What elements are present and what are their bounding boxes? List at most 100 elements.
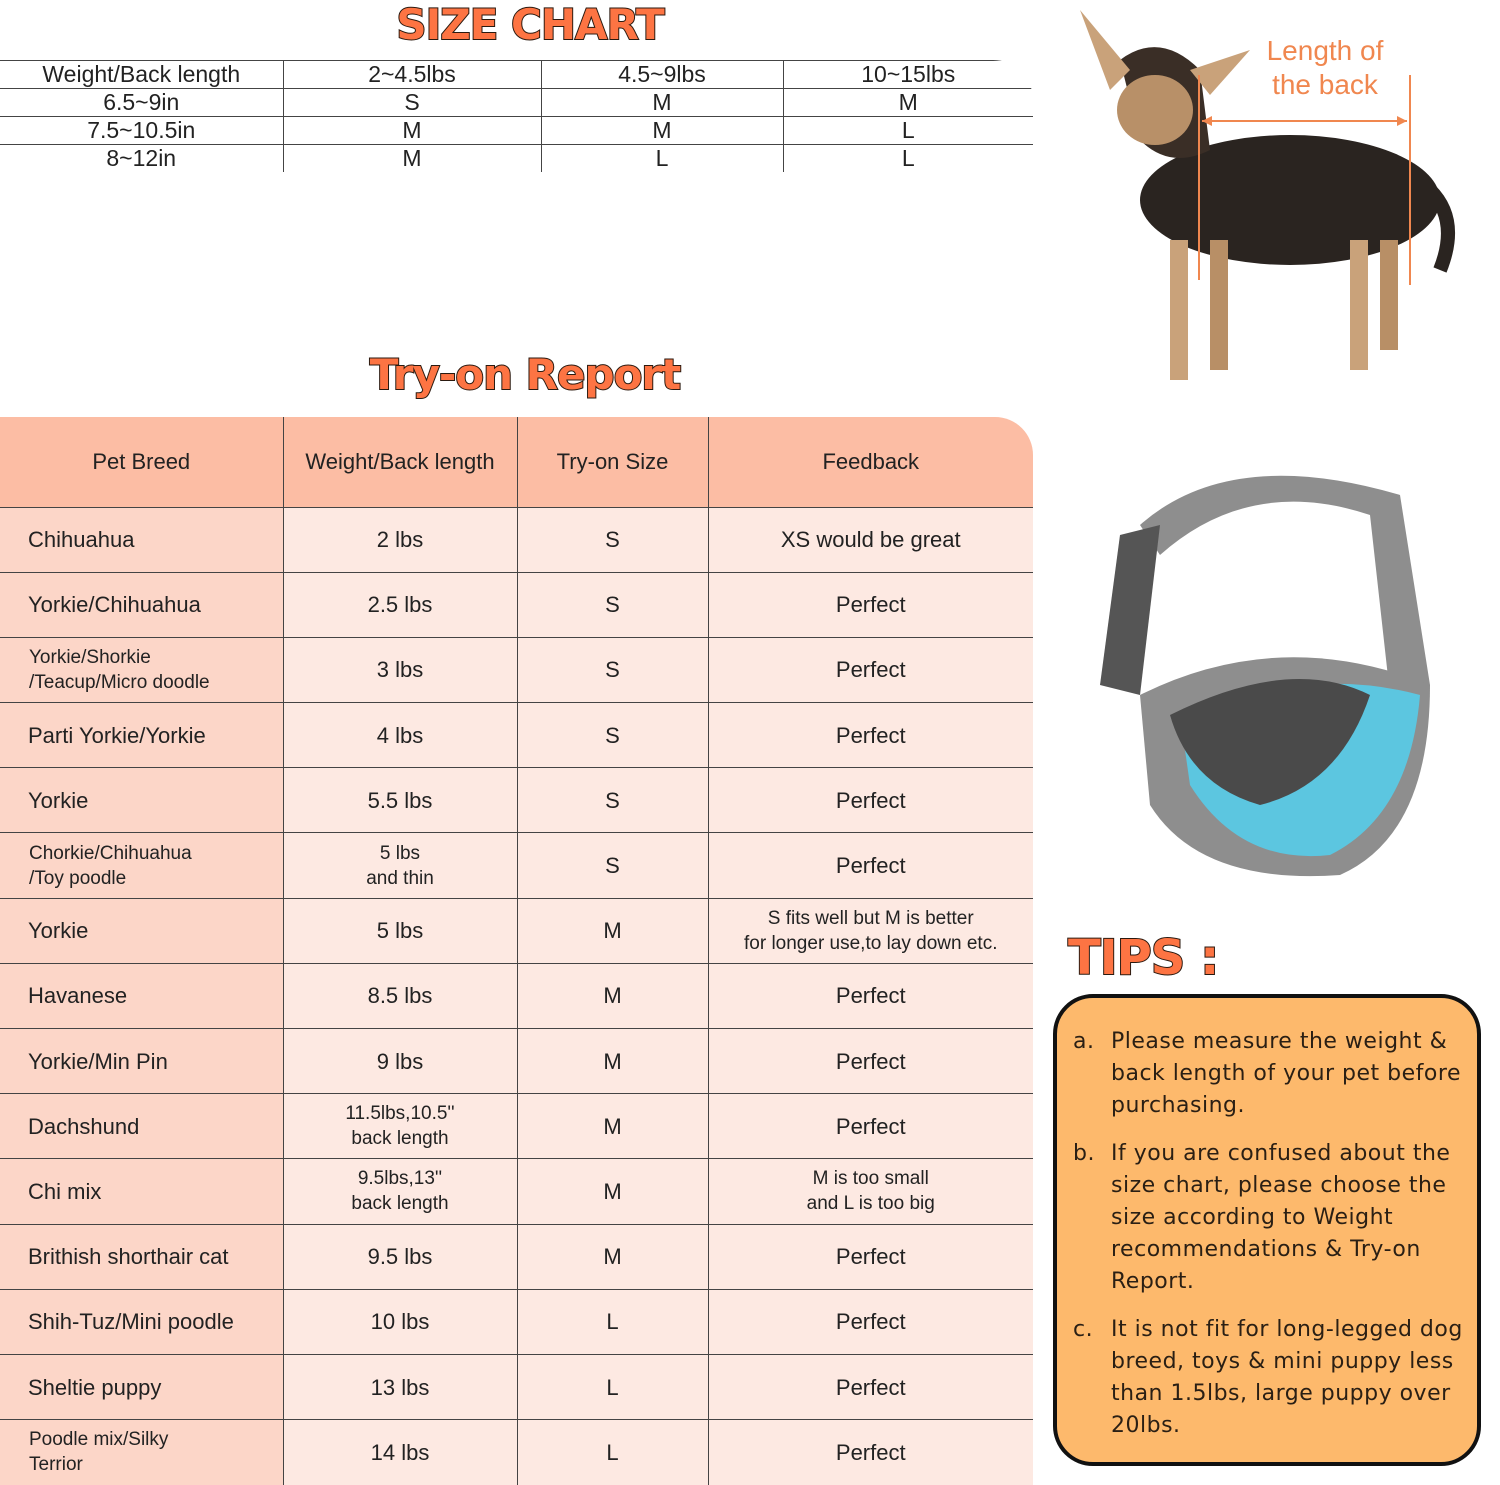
tryon-cell: M xyxy=(516,1223,708,1290)
tryon-report-table: Pet Breed Weight/Back length Try-on Size Fe… xyxy=(0,417,1033,1485)
tip-text: If you are confused about the size chart… xyxy=(1111,1141,1451,1294)
tryon-row: Havanese 8.5 lbs M Perfect xyxy=(0,962,1033,1029)
tryon-row: Yorkie 5 lbs M S fits well but M is better … xyxy=(0,897,1033,964)
tryon-cell: 5 lbs and thin xyxy=(282,832,517,899)
tryon-header-cell: Weight/Back length xyxy=(282,417,517,507)
pet-sling-image xyxy=(1100,475,1430,877)
tryon-cell: 2.5 lbs xyxy=(282,571,517,638)
size-row: 6.5~9in S M M xyxy=(0,88,1033,117)
size-header-cell: 10~15lbs xyxy=(782,60,1033,89)
back-length-label: Length of the back xyxy=(1266,35,1384,100)
tryon-row: Brithish shorthair cat 9.5 lbs M Perfect xyxy=(0,1223,1033,1290)
tryon-cell: S xyxy=(516,767,708,833)
size-cell: S xyxy=(282,88,541,117)
tryon-cell: Sheltie puppy xyxy=(0,1353,283,1420)
size-row: 8~12in M L L xyxy=(0,144,1033,172)
tip-label: a. xyxy=(1073,1029,1095,1054)
tryon-cell: 5.5 lbs xyxy=(282,767,517,833)
tryon-cell: M is too small and L is too big xyxy=(707,1158,1033,1225)
size-cell: M xyxy=(540,88,783,117)
size-cell: L xyxy=(540,144,783,172)
tip-item: b. If you are confused about the size cha… xyxy=(1073,1138,1463,1298)
tryon-header-cell: Pet Breed xyxy=(0,417,283,507)
size-cell: L xyxy=(782,144,1033,172)
tryon-cell: L xyxy=(516,1419,708,1485)
tips-title: TIPS : xyxy=(1067,929,1220,987)
tryon-cell: Parti Yorkie/Yorkie xyxy=(0,702,283,768)
tip-item: c. It is not fit for long-legged dog bree… xyxy=(1073,1314,1463,1442)
tip-text: Please measure the weight & back length … xyxy=(1111,1029,1461,1118)
tryon-cell: Chihuahua xyxy=(0,506,283,573)
tryon-cell: Perfect xyxy=(707,1223,1033,1290)
tips-box: a. Please measure the weight & back lengt… xyxy=(1053,994,1481,1466)
tryon-cell: M xyxy=(516,962,708,1029)
tryon-cell: Perfect xyxy=(707,1093,1033,1159)
tryon-row: Yorkie/Min Pin 9 lbs M Perfect xyxy=(0,1027,1033,1094)
tryon-cell: Poodle mix/Silky Terrior xyxy=(0,1419,283,1485)
tryon-cell: Perfect xyxy=(707,767,1033,833)
tryon-row: Poodle mix/Silky Terrior 14 lbs L Perfect xyxy=(0,1419,1033,1485)
size-header-cell: 2~4.5lbs xyxy=(282,60,541,89)
tryon-cell: Dachshund xyxy=(0,1093,283,1159)
tryon-row: Chorkie/Chihuahua /Toy poodle 5 lbs and t… xyxy=(0,832,1033,899)
tryon-cell: Yorkie/Chihuahua xyxy=(0,571,283,638)
tryon-row: Yorkie 5.5 lbs S Perfect xyxy=(0,767,1033,833)
tryon-cell: 9 lbs xyxy=(282,1027,517,1094)
size-chart-title: SIZE CHART xyxy=(395,0,665,50)
tryon-cell: 13 lbs xyxy=(282,1353,517,1420)
tryon-cell: Perfect xyxy=(707,702,1033,768)
tryon-cell: 5 lbs xyxy=(282,897,517,964)
tryon-cell: S xyxy=(516,506,708,573)
tryon-row: Dachshund 11.5lbs,10.5'' back length M Perf… xyxy=(0,1093,1033,1159)
size-cell: 6.5~9in xyxy=(0,88,283,117)
tryon-cell: 14 lbs xyxy=(282,1419,517,1485)
tip-label: b. xyxy=(1073,1141,1095,1166)
size-cell: 7.5~10.5in xyxy=(0,116,283,145)
tryon-cell: L xyxy=(516,1353,708,1420)
tryon-cell: Yorkie/Shorkie /Teacup/Micro doodle xyxy=(0,636,283,703)
tryon-cell: L xyxy=(516,1288,708,1355)
tryon-cell: Shih-Tuz/Mini poodle xyxy=(0,1288,283,1355)
tryon-cell: Perfect xyxy=(707,1027,1033,1094)
size-cell: M xyxy=(282,116,541,145)
tryon-cell: S xyxy=(516,702,708,768)
chihuahua-image xyxy=(1080,10,1455,380)
tryon-header-cell: Try-on Size xyxy=(516,417,708,507)
tryon-cell: Chorkie/Chihuahua /Toy poodle xyxy=(0,832,283,899)
tryon-row: Chi mix 9.5lbs,13'' back length M M is too … xyxy=(0,1158,1033,1225)
tryon-header-cell: Feedback xyxy=(707,417,1033,507)
tryon-cell: S fits well but M is better for longer u… xyxy=(707,897,1033,964)
tryon-cell: Perfect xyxy=(707,832,1033,899)
tryon-cell: Perfect xyxy=(707,1288,1033,1355)
tip-label: c. xyxy=(1073,1317,1094,1342)
size-header-cell: 4.5~9lbs xyxy=(540,60,783,89)
tryon-cell: Brithish shorthair cat xyxy=(0,1223,283,1290)
tryon-cell: Yorkie xyxy=(0,897,283,964)
tryon-cell: S xyxy=(516,636,708,703)
tryon-cell: 11.5lbs,10.5'' back length xyxy=(282,1093,517,1159)
tryon-cell: XS would be great xyxy=(707,506,1033,573)
size-cell: 8~12in xyxy=(0,144,283,172)
tryon-cell: 9.5lbs,13'' back length xyxy=(282,1158,517,1225)
tryon-row: Yorkie/Shorkie /Teacup/Micro doodle 3 lbs… xyxy=(0,636,1033,703)
tryon-cell: 10 lbs xyxy=(282,1288,517,1355)
tryon-cell: Havanese xyxy=(0,962,283,1029)
tryon-cell: 8.5 lbs xyxy=(282,962,517,1029)
size-cell: M xyxy=(540,116,783,145)
size-cell: L xyxy=(782,116,1033,145)
tryon-cell: M xyxy=(516,1093,708,1159)
tryon-cell: 3 lbs xyxy=(282,636,517,703)
size-chart-table: Weight/Back length 2~4.5lbs 4.5~9lbs 10~15l… xyxy=(0,60,1033,333)
tryon-cell: Perfect xyxy=(707,1419,1033,1485)
tryon-row: Parti Yorkie/Yorkie 4 lbs S Perfect xyxy=(0,702,1033,768)
tryon-cell: M xyxy=(516,897,708,964)
tip-text: It is not fit for long-legged dog breed,… xyxy=(1111,1317,1463,1438)
size-cell: M xyxy=(282,144,541,172)
size-header-row: Weight/Back length 2~4.5lbs 4.5~9lbs 10~15l… xyxy=(0,60,1033,89)
tryon-row: Chihuahua 2 lbs S XS would be great xyxy=(0,506,1033,573)
tryon-cell: 4 lbs xyxy=(282,702,517,768)
tryon-cell: 9.5 lbs xyxy=(282,1223,517,1290)
tryon-cell: Yorkie xyxy=(0,767,283,833)
tryon-cell: M xyxy=(516,1158,708,1225)
tryon-cell: Perfect xyxy=(707,1353,1033,1420)
